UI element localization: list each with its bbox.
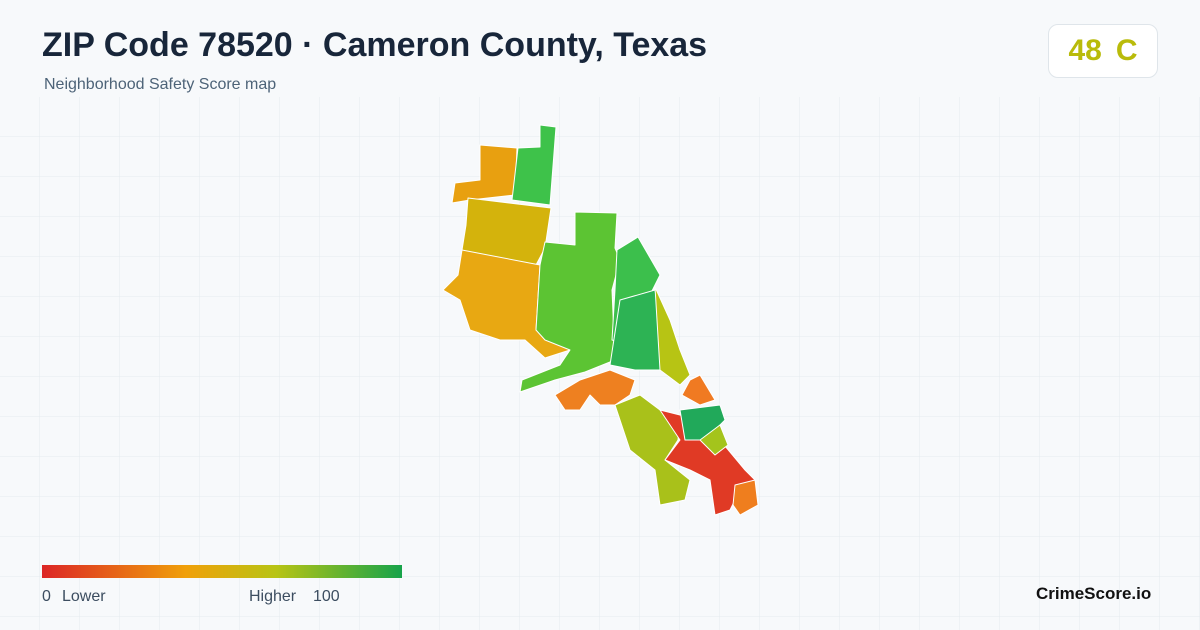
subtitle: Neighborhood Safety Score map bbox=[44, 76, 277, 93]
title: ZIP Code 78520 · Cameron County, Texas bbox=[42, 26, 708, 64]
score-grade: C bbox=[1115, 34, 1138, 67]
zip-map bbox=[442, 124, 759, 516]
legend-max: 100 bbox=[313, 588, 340, 605]
legend-max-label: Higher bbox=[249, 588, 297, 605]
legend-gradient bbox=[42, 565, 402, 578]
score-value: 48 bbox=[1068, 34, 1102, 67]
score-badge: 48 C bbox=[1048, 24, 1158, 78]
legend-min: 0 bbox=[42, 588, 51, 605]
legend-min-label: Lower bbox=[62, 588, 106, 605]
brand: CrimeScore.io bbox=[1036, 584, 1152, 603]
